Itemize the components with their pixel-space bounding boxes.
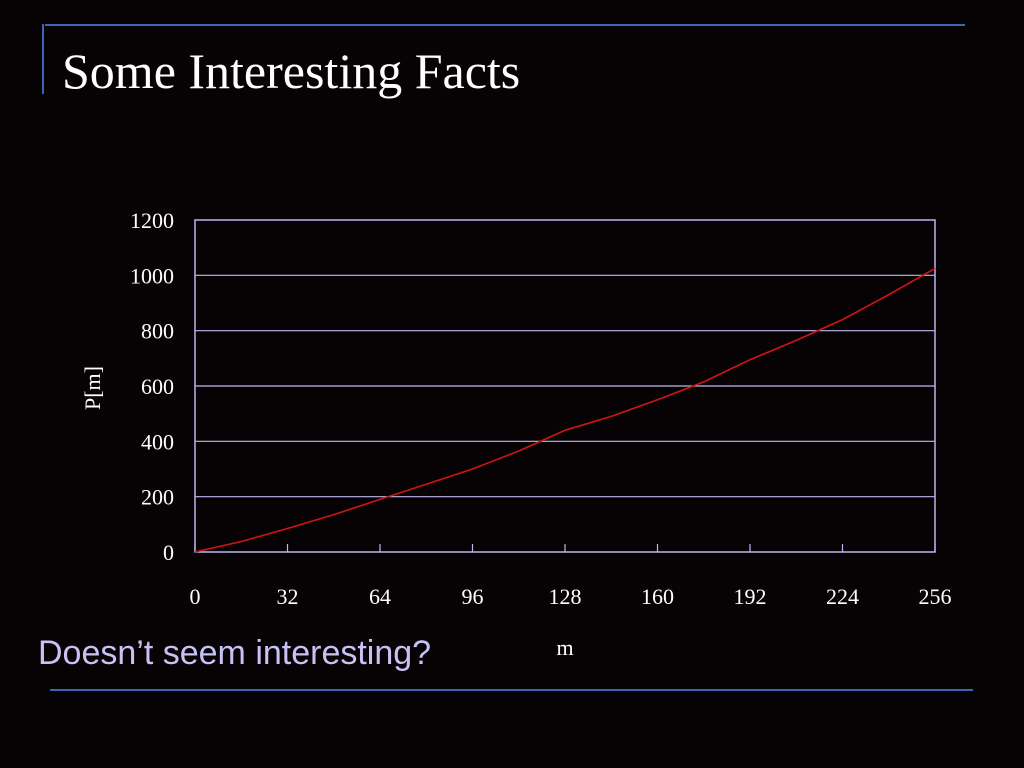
grid-lines	[195, 274, 935, 498]
x-axis-label: m	[556, 635, 573, 660]
x-tick-label: 128	[549, 584, 582, 609]
x-tick-label: 96	[462, 584, 484, 609]
y-tick-label: 0	[163, 540, 174, 565]
x-tick-label: 256	[919, 584, 952, 609]
y-tick-label: 400	[141, 429, 174, 454]
y-tick-label: 1000	[130, 263, 174, 288]
y-tick-label: 1200	[130, 208, 174, 233]
x-tick-label: 160	[641, 584, 674, 609]
y-tick-label: 200	[141, 485, 174, 510]
x-tick-label: 64	[369, 584, 391, 609]
x-tick-label: 0	[190, 584, 201, 609]
y-tick-labels: 0 200 400 600 800 1000 1200	[130, 208, 174, 565]
y-axis-label: P[m]	[80, 366, 105, 410]
left-accent-rule	[42, 24, 44, 94]
x-tick-marks	[194, 544, 936, 552]
y-tick-label: 800	[141, 319, 174, 344]
slide-caption: Doesn’t seem interesting?	[38, 634, 432, 672]
bottom-accent-rule	[50, 689, 973, 691]
x-tick-label: 192	[734, 584, 767, 609]
series-line	[194, 267, 936, 553]
x-tick-labels: 0 32 64 96 128 160 192 224 256	[190, 584, 952, 609]
x-tick-label: 32	[277, 584, 299, 609]
top-accent-rule	[45, 24, 965, 26]
y-tick-label: 600	[141, 374, 174, 399]
x-tick-label: 224	[826, 584, 859, 609]
slide-title: Some Interesting Facts	[62, 43, 521, 99]
